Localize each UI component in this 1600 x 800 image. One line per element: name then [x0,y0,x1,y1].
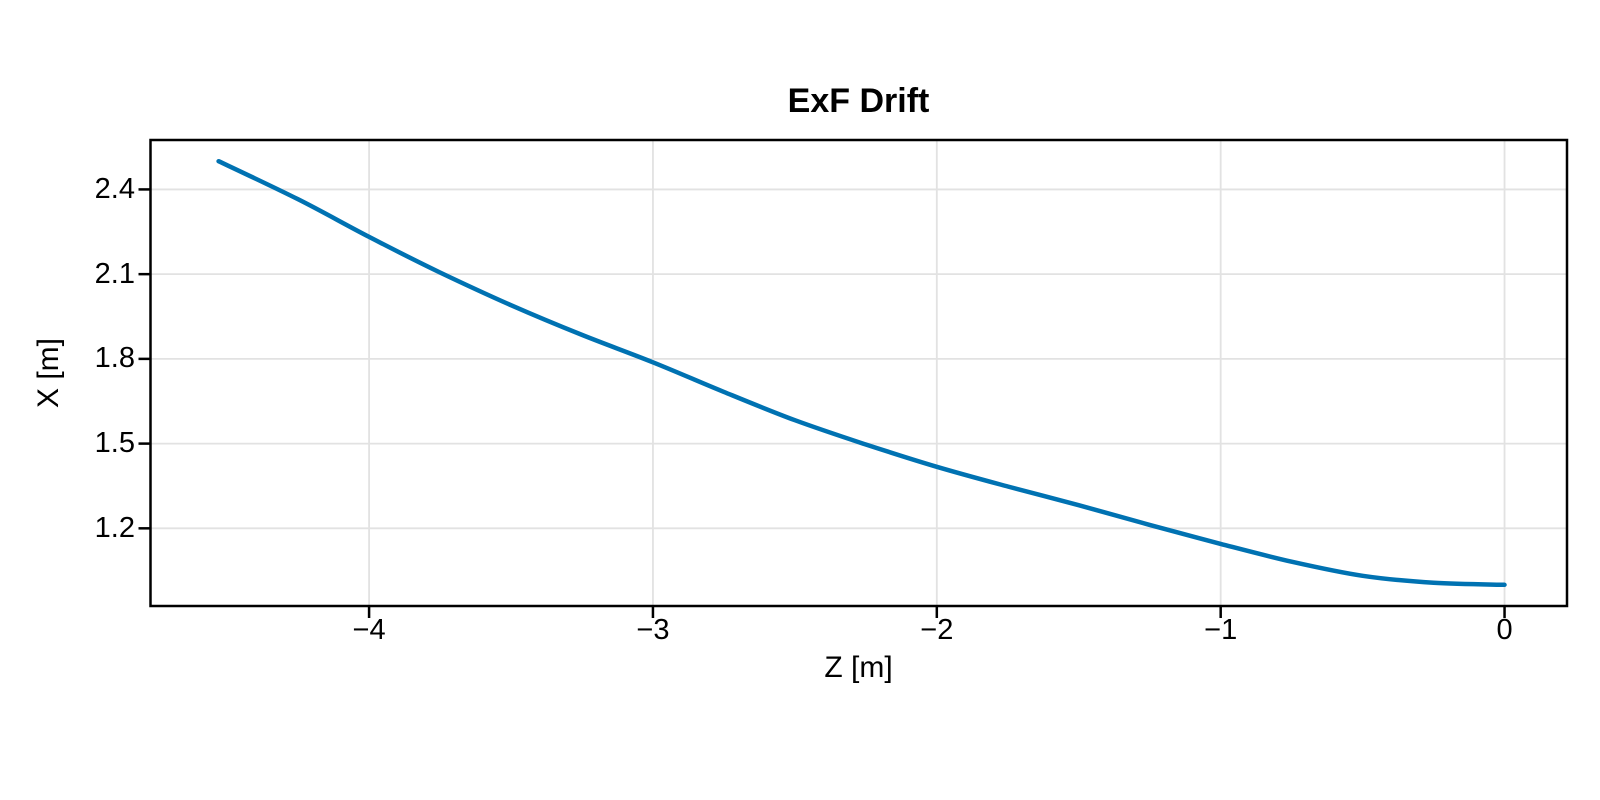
y-tick-label: 1.5 [94,427,135,460]
x-axis-label: Z [m] [824,651,893,684]
y-tick-label: 1.2 [94,511,135,544]
x-tick-label: −4 [352,614,386,646]
chart-title: ExF Drift [787,82,930,120]
y-axis-label: X [m] [32,337,65,409]
x-tick-label: −3 [636,614,670,646]
x-tick-label: 0 [1496,614,1513,646]
x-tick-label: −1 [1204,614,1238,646]
y-tick-label: 2.4 [94,172,135,205]
y-tick-label: 2.1 [94,257,135,290]
drift-trajectory-line [216,158,1507,588]
y-tick-label: 1.8 [94,342,135,375]
x-tick-label: −2 [920,614,954,646]
plot-frame [149,138,1569,608]
